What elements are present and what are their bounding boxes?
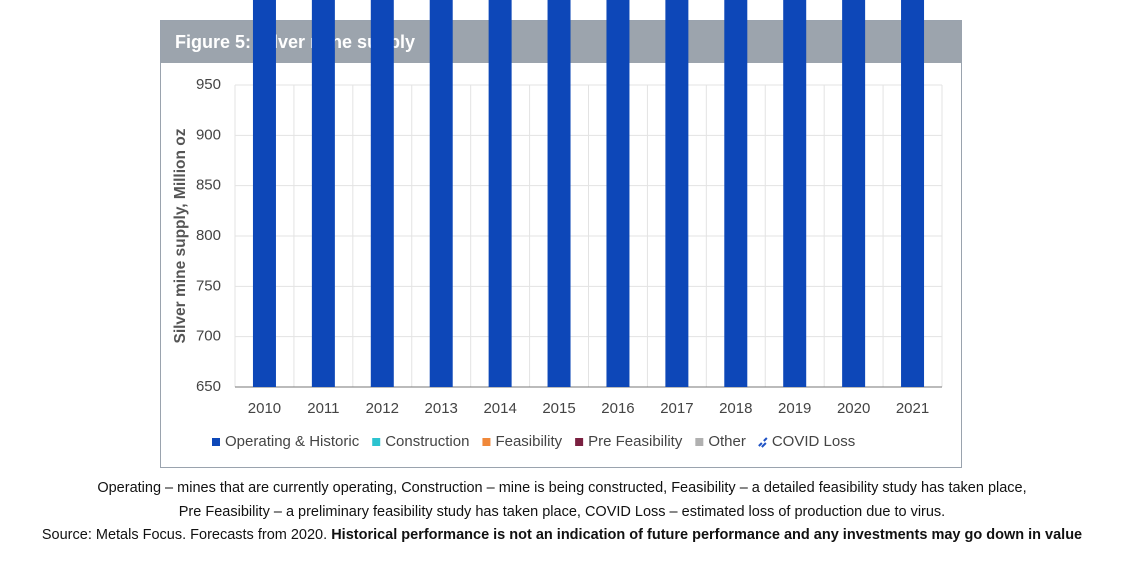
x-tick-label: 2014	[483, 400, 516, 417]
chart-title: Figure 5: Silver mine supply	[175, 32, 415, 52]
bar-segment	[488, 0, 512, 387]
legend-label: Operating & Historic	[225, 433, 360, 450]
legend-swatch	[482, 438, 491, 446]
y-tick-label: 900	[196, 126, 221, 143]
y-tick-label: 850	[196, 177, 221, 194]
y-axis-label: Silver mine supply, Million oz	[172, 128, 189, 343]
bar-segment	[783, 0, 807, 387]
legend-label: Feasibility	[495, 433, 562, 450]
bar-segment	[370, 0, 394, 388]
x-tick-label: 2011	[307, 400, 339, 417]
y-tick-label: 950	[196, 76, 221, 93]
y-tick-label: 700	[196, 328, 221, 345]
bar-segment	[547, 0, 571, 387]
legend-label: Other	[708, 433, 746, 450]
legend-label: COVID Loss	[772, 433, 855, 450]
y-tick-label: 750	[196, 277, 221, 294]
bar-segment	[429, 0, 453, 388]
bar-segment	[665, 0, 689, 388]
source-line: Source: Metals Focus. Forecasts from 202…	[0, 524, 1124, 548]
bar-segment	[606, 0, 630, 387]
x-tick-label: 2015	[542, 400, 575, 417]
x-tick-label: 2010	[248, 400, 281, 417]
chart: Figure 5: Silver mine supply Silver mine…	[160, 0, 962, 468]
y-tick-label: 800	[196, 227, 221, 244]
legend-label: Construction	[385, 433, 469, 450]
note: Operating – mines that are currently ope…	[97, 480, 1027, 496]
x-tick-label: 2019	[778, 400, 811, 417]
bar-segment	[311, 0, 335, 387]
bar-segment	[724, 0, 748, 387]
caption: Operating – mines that are currently ope…	[0, 477, 1124, 548]
legend-swatch	[372, 438, 381, 446]
x-tick-label: 2018	[719, 400, 752, 417]
disclaimer: Historical performance is not an indicat…	[331, 527, 1083, 543]
bar-segment	[842, 0, 866, 387]
x-tick-label: 2013	[425, 400, 458, 417]
bar-segment	[252, 0, 276, 387]
y-tick-label: 650	[196, 378, 221, 395]
x-tick-label: 2020	[837, 400, 870, 417]
legend-swatch	[575, 438, 584, 446]
note: Pre Feasibility – a preliminary feasibil…	[178, 503, 946, 520]
source: Source: Metals Focus. Forecasts from 202…	[41, 527, 328, 543]
legend-label: Pre Feasibility	[588, 433, 683, 450]
x-tick-label: 2016	[601, 400, 634, 417]
x-tick-label: 2017	[660, 400, 693, 417]
x-tick-label: 2012	[366, 400, 399, 417]
legend-swatch	[695, 438, 704, 446]
bar-segment	[901, 0, 925, 387]
legend-swatch	[212, 438, 220, 446]
x-tick-label: 2021	[896, 400, 929, 417]
legend-swatch	[758, 437, 768, 448]
